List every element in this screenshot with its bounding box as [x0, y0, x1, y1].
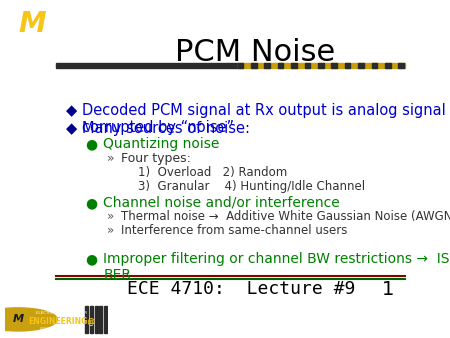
Circle shape: [0, 308, 57, 331]
Bar: [278, 63, 284, 68]
Bar: [238, 63, 243, 68]
Text: »: »: [107, 210, 114, 223]
Bar: [372, 63, 377, 68]
Bar: [305, 63, 310, 68]
Text: PCM Noise: PCM Noise: [175, 38, 335, 67]
Bar: [385, 63, 391, 68]
Text: ●: ●: [85, 137, 97, 151]
Text: ●: ●: [85, 196, 97, 210]
Text: Quantizing noise: Quantizing noise: [104, 137, 220, 151]
Text: ELECTRICAL & COMPUTER: ELECTRICAL & COMPUTER: [36, 311, 87, 315]
Bar: [318, 63, 324, 68]
Text: ◆: ◆: [66, 121, 77, 136]
Text: M: M: [19, 10, 46, 38]
Bar: [398, 63, 404, 68]
Text: Channel noise and/or interference: Channel noise and/or interference: [104, 196, 340, 210]
Text: Interference from same-channel users: Interference from same-channel users: [121, 223, 347, 237]
Text: 1: 1: [382, 280, 395, 298]
Text: Decoded PCM signal at Rx output is analog signal
corrupted by “noise”: Decoded PCM signal at Rx output is analo…: [82, 103, 446, 136]
Bar: [99, 306, 102, 333]
Text: UNIVERSITY OF MISSOURI: UNIVERSITY OF MISSOURI: [40, 327, 82, 331]
Text: 1)  Overload   2) Random: 1) Overload 2) Random: [138, 166, 288, 179]
Text: ●: ●: [85, 252, 97, 266]
Bar: [104, 306, 107, 333]
Bar: [251, 63, 256, 68]
Text: Thermal noise →  Additive White Gaussian Noise (AWGN): Thermal noise → Additive White Gaussian …: [121, 210, 450, 223]
Text: MISSOURI: MISSOURI: [21, 40, 45, 45]
Text: Four types:: Four types:: [121, 152, 191, 165]
Text: »: »: [107, 223, 114, 237]
Text: ENGINEERING@: ENGINEERING@: [28, 316, 95, 325]
Bar: [345, 63, 351, 68]
Text: Improper filtering or channel BW restrictions →  ISI and
BER: Improper filtering or channel BW restric…: [104, 252, 450, 282]
Bar: [291, 63, 297, 68]
Bar: [85, 306, 88, 333]
Text: ECE 4710:  Lecture #9: ECE 4710: Lecture #9: [127, 280, 356, 298]
Bar: [56, 63, 238, 68]
Bar: [238, 63, 405, 68]
Text: M: M: [13, 314, 23, 324]
Bar: [331, 63, 337, 68]
Text: 3)  Granular    4) Hunting/Idle Channel: 3) Granular 4) Hunting/Idle Channel: [138, 180, 365, 193]
Bar: [358, 63, 364, 68]
Bar: [265, 63, 270, 68]
Text: »: »: [107, 152, 114, 165]
Bar: [90, 306, 93, 333]
Bar: [94, 306, 98, 333]
Text: ◆: ◆: [66, 103, 77, 118]
Text: Many sources of noise:: Many sources of noise:: [82, 121, 250, 136]
